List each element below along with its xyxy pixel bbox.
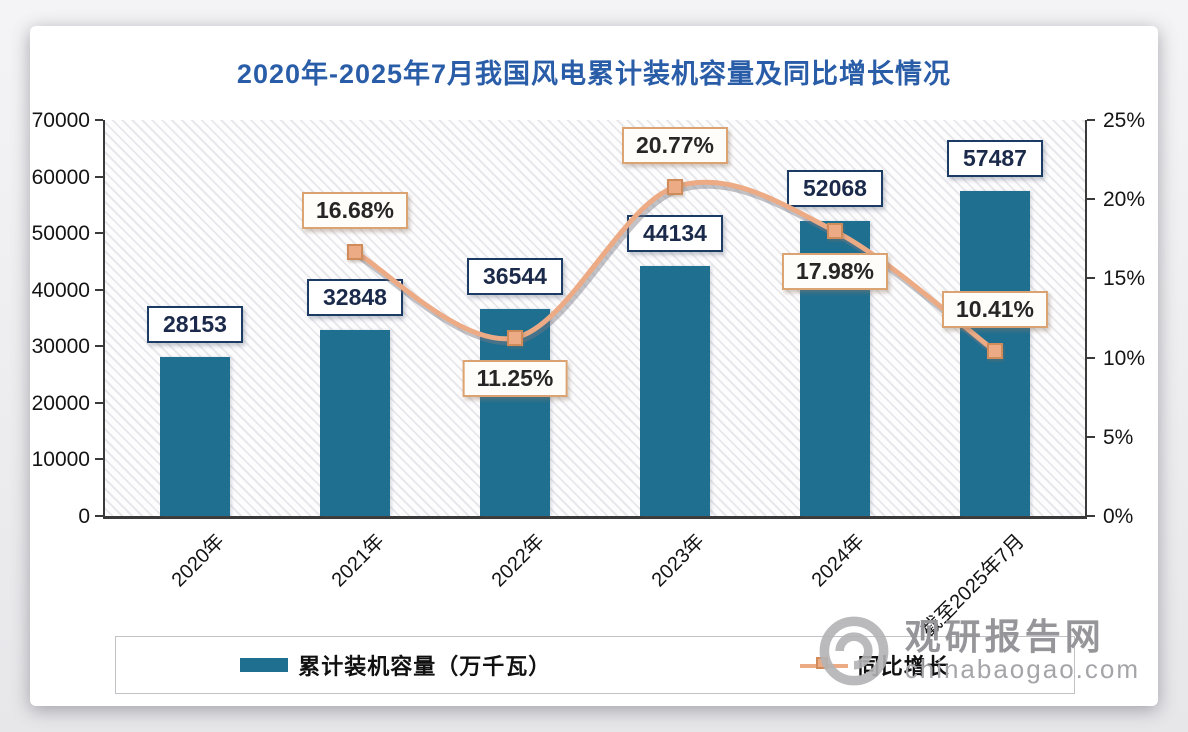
growth-value-label: 16.68% bbox=[301, 191, 409, 229]
bar-value-label: 28153 bbox=[147, 305, 243, 343]
line-marker bbox=[667, 179, 683, 195]
secondary-axis-tick-mark bbox=[1087, 515, 1095, 517]
y-axis-tick-label: 30000 bbox=[31, 335, 90, 359]
y-axis-tick-mark bbox=[95, 119, 103, 121]
y-axis-tick-mark bbox=[95, 401, 103, 404]
y-axis-tick-mark bbox=[95, 232, 103, 235]
secondary-axis-tick-label: 20% bbox=[1103, 188, 1146, 212]
secondary-axis-tick-label: 10% bbox=[1103, 346, 1146, 370]
bar bbox=[160, 356, 230, 516]
y-axis-tick-mark bbox=[95, 175, 103, 178]
bar-value-label: 52068 bbox=[787, 170, 883, 208]
line-marker bbox=[987, 343, 1003, 360]
secondary-axis-tick-mark bbox=[1087, 356, 1095, 359]
bar bbox=[640, 266, 710, 516]
bar-value-label: 44134 bbox=[627, 215, 723, 253]
y-axis-tick-mark bbox=[95, 458, 103, 461]
line-marker bbox=[507, 329, 523, 346]
line-marker bbox=[827, 223, 843, 240]
left-axis-line bbox=[103, 120, 105, 516]
secondary-axis-tick-mark bbox=[1087, 277, 1095, 280]
y-axis-tick-label: 40000 bbox=[31, 278, 90, 302]
legend-item-capacity: 累计装机容量（万千瓦） bbox=[240, 649, 551, 681]
y-axis-tick-mark bbox=[95, 345, 103, 348]
legend-item-growth: 同比增长 bbox=[799, 649, 950, 681]
bar-value-label: 57487 bbox=[947, 139, 1043, 177]
bar bbox=[320, 330, 390, 516]
y-axis-tick-label: 70000 bbox=[31, 109, 90, 132]
y-axis-tick-label: 60000 bbox=[31, 165, 90, 189]
secondary-axis-tick-label: 15% bbox=[1103, 267, 1146, 291]
growth-value-label: 20.77% bbox=[621, 127, 729, 164]
y-axis-tick-label: 10000 bbox=[31, 448, 90, 472]
growth-value-label: 17.98% bbox=[781, 253, 889, 291]
line-series-swatch-icon bbox=[799, 657, 848, 673]
line-marker bbox=[347, 243, 363, 260]
y-axis-tick-label: 0 bbox=[78, 505, 90, 528]
secondary-axis-tick-mark bbox=[1087, 435, 1095, 438]
bar-value-label: 36544 bbox=[467, 258, 563, 296]
growth-value-label: 11.25% bbox=[462, 359, 568, 397]
secondary-axis-tick-label: 25% bbox=[1103, 109, 1146, 132]
y-axis-tick-mark bbox=[95, 515, 103, 517]
secondary-axis-tick-label: 0% bbox=[1103, 505, 1134, 528]
plot-area bbox=[104, 120, 1086, 516]
bottom-axis-line bbox=[103, 516, 1087, 519]
chart-title: 2020年-2025年7月我国风电累计装机容量及同比增长情况 bbox=[236, 59, 952, 89]
right-axis-line bbox=[1085, 120, 1087, 516]
y-axis-tick-label: 20000 bbox=[31, 391, 90, 415]
secondary-axis-tick-mark bbox=[1087, 198, 1095, 201]
y-axis-tick-mark bbox=[95, 288, 103, 291]
y-axis-tick-label: 50000 bbox=[31, 222, 90, 246]
secondary-axis-tick-label: 5% bbox=[1103, 425, 1134, 449]
bar-value-label: 32848 bbox=[307, 279, 403, 317]
legend: 累计装机容量（万千瓦） 同比增长 bbox=[115, 636, 1075, 694]
growth-value-label: 10.41% bbox=[941, 291, 1049, 329]
legend-label-capacity: 累计装机容量（万千瓦） bbox=[298, 654, 552, 679]
legend-label-growth: 同比增长 bbox=[857, 654, 950, 679]
bar-series-swatch-icon bbox=[240, 658, 289, 672]
secondary-axis-tick-mark bbox=[1087, 119, 1095, 121]
